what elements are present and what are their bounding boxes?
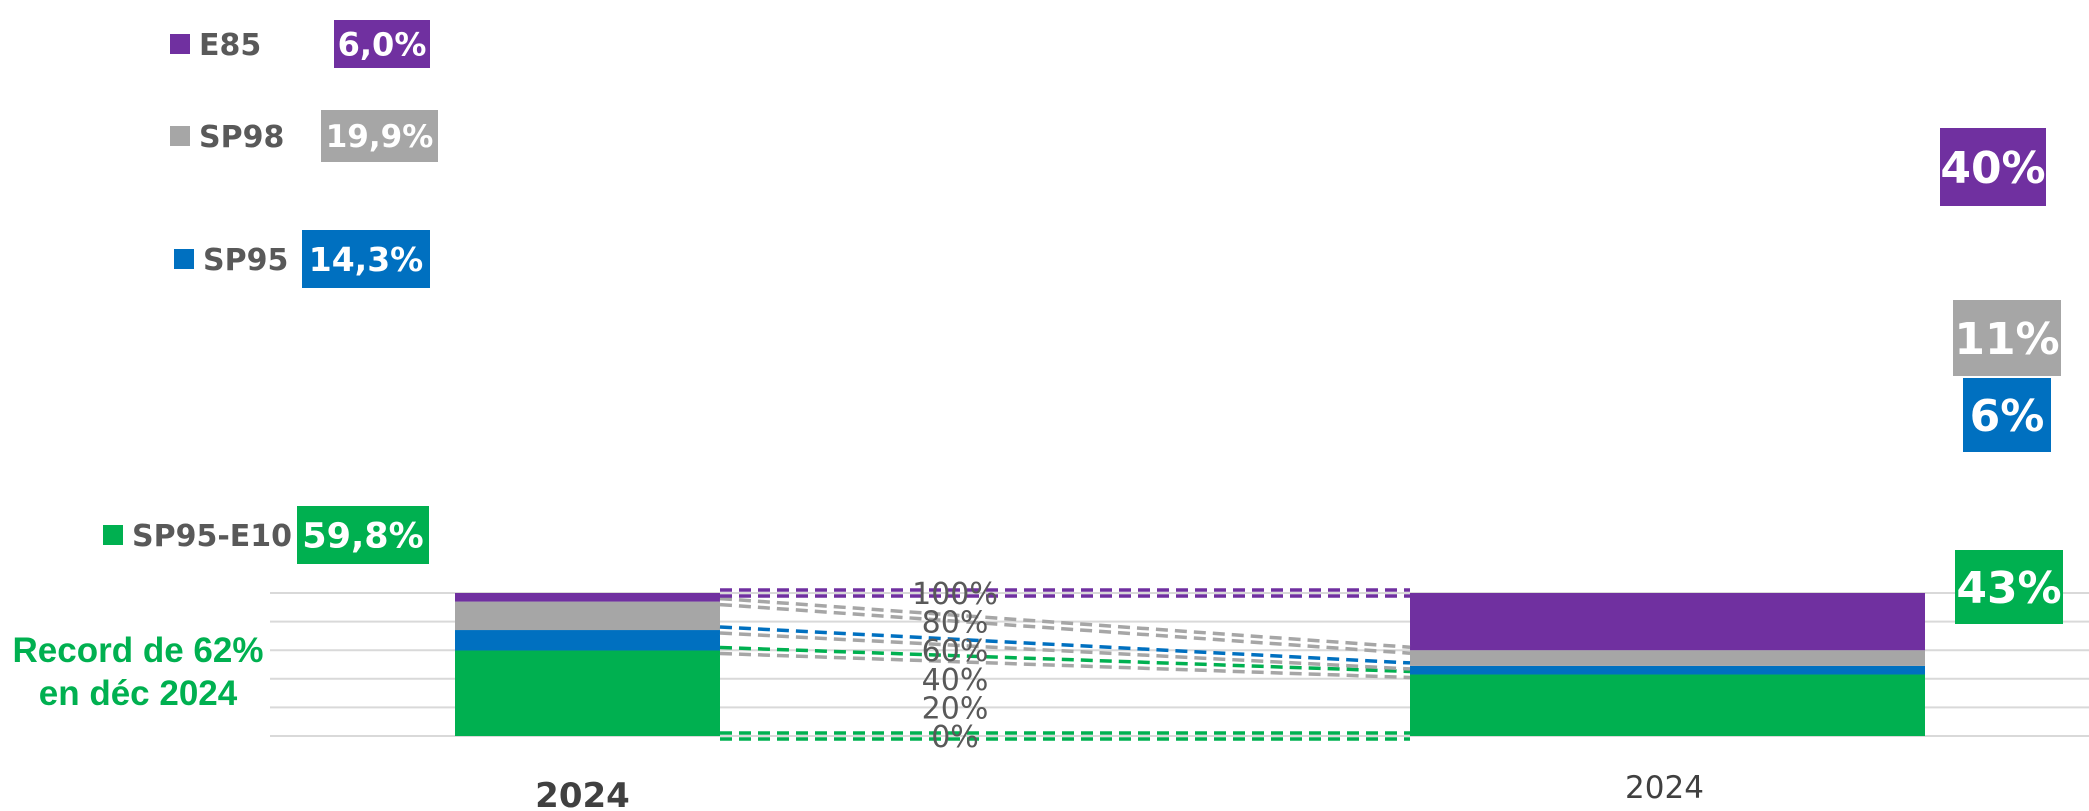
bar-1-sp95-e10	[455, 650, 720, 736]
legend-swatch-sp95	[174, 249, 194, 269]
record-note-line1: Record de 62%	[13, 631, 264, 670]
connector-line-3	[719, 602, 1411, 655]
bar-2-sp95-e10	[1410, 674, 1925, 736]
connector-line-3	[719, 596, 1411, 649]
bar-1-e85	[455, 593, 720, 602]
data-label-box-right-sp95-e10	[1955, 550, 2063, 624]
data-label-box-left-sp95	[302, 230, 430, 288]
data-labels: 59,8% 14,3% 19,9% 6,0% 43% 6% 11% 40%	[297, 20, 2063, 624]
data-label-right-sp95: 6%	[1970, 391, 2045, 442]
y-tick-label: 0%	[931, 720, 979, 755]
data-label-box-left-e85	[334, 20, 430, 68]
data-label-box-right-sp95	[1963, 378, 2051, 452]
data-label-right-sp98: 11%	[1954, 314, 2059, 365]
legend-swatch-e85	[170, 34, 190, 54]
y-tick-label: 60%	[922, 634, 989, 669]
bar-1-sp95	[455, 630, 720, 651]
connector-line-2	[719, 625, 1411, 665]
x-category-label: 2024	[535, 776, 630, 811]
data-label-right-e85: 40%	[1940, 143, 2045, 194]
legend-label-e85: E85	[199, 28, 261, 63]
legend-swatch-sp98	[170, 126, 190, 146]
record-note-line2: en déc 2024	[39, 674, 238, 713]
y-tick-label: 80%	[922, 606, 989, 641]
bar-2-sp98	[1410, 650, 1925, 666]
connector-line-1	[719, 645, 1411, 674]
data-label-box-left-sp98	[321, 110, 438, 162]
legend-label-sp98: SP98	[199, 120, 284, 155]
data-label-box-right-e85	[1940, 128, 2046, 206]
connector-lines	[719, 588, 1411, 741]
legend: SP95-E10 SP95 SP98 E85	[103, 28, 292, 554]
data-label-right-sp95-e10: 43%	[1956, 563, 2061, 614]
y-tick-label: 100%	[912, 577, 998, 612]
data-label-left-sp95-e10: 59,8%	[302, 517, 423, 557]
y-axis-tick-labels: 0%20%40%60%80%100%	[912, 577, 998, 755]
legend-label-sp95-e10: SP95-E10	[132, 519, 292, 554]
data-label-box-left-sp95-e10	[297, 506, 429, 564]
x-category-label: 2024	[1625, 770, 1704, 806]
x-axis-category-labels: 2024 2024	[535, 770, 1704, 811]
legend-swatch-sp95-e10	[103, 525, 123, 545]
bar-2-sp95	[1410, 665, 1925, 675]
data-label-left-e85: 6,0%	[338, 26, 427, 64]
data-label-left-sp95: 14,3%	[309, 240, 424, 279]
legend-label-sp95: SP95	[203, 243, 288, 278]
connector-line-2	[719, 631, 1411, 671]
bar-1-sp98	[455, 601, 720, 631]
bars	[455, 593, 1925, 736]
data-label-left-sp98: 19,9%	[326, 119, 434, 155]
data-label-box-right-sp98	[1953, 300, 2061, 376]
y-tick-label: 20%	[922, 691, 989, 726]
bar-2-e85	[1410, 593, 1925, 651]
connector-line-1	[719, 651, 1411, 680]
y-tick-label: 40%	[922, 663, 989, 698]
